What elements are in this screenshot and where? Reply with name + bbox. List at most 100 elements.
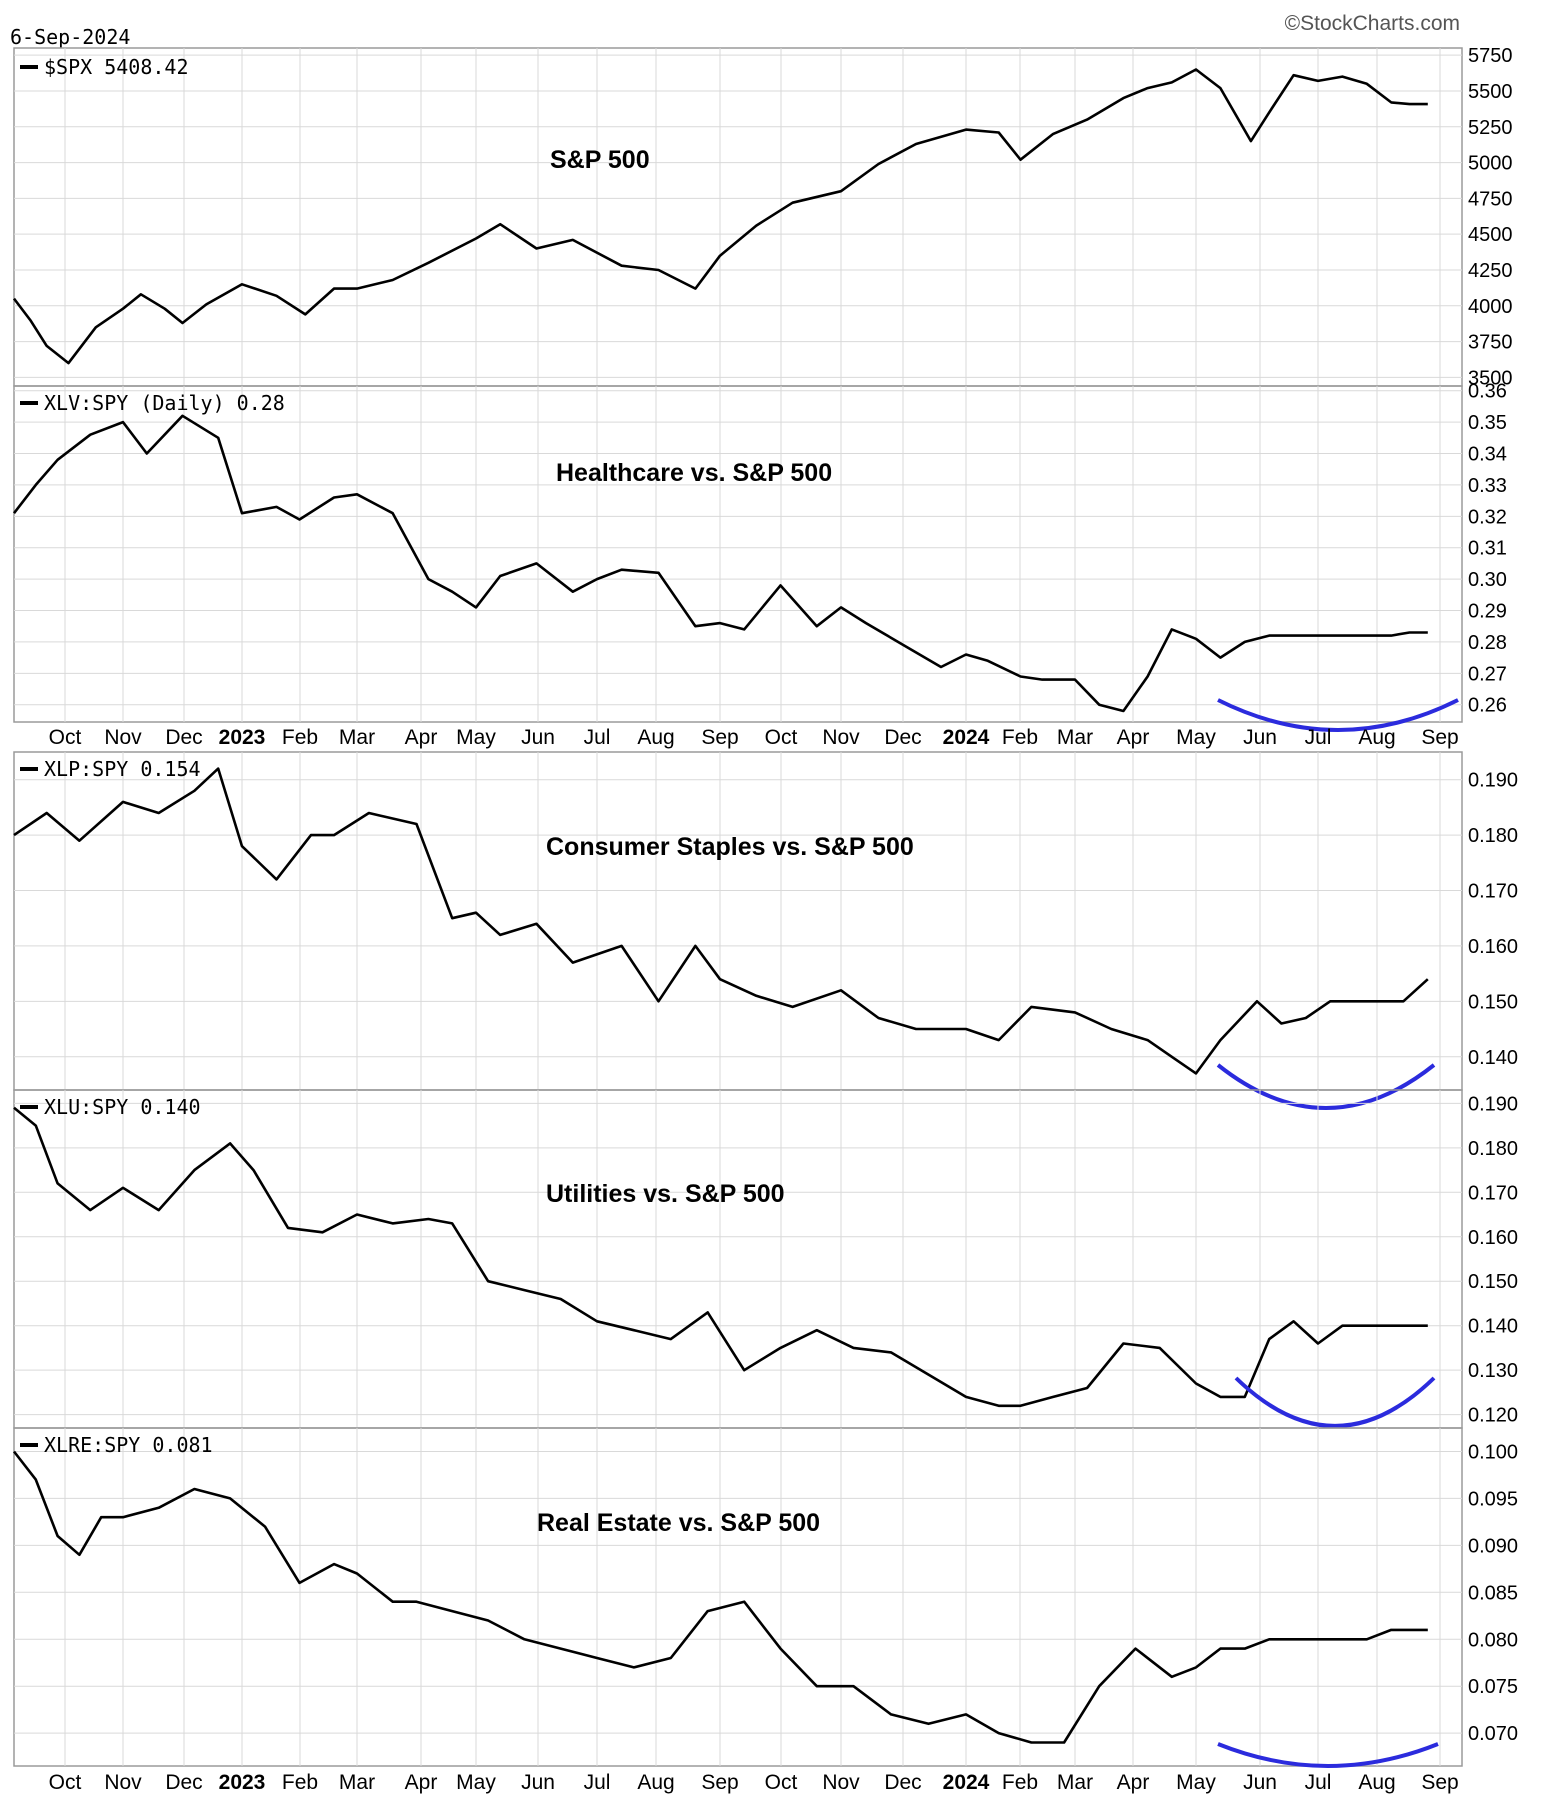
xtick-label: Apr [405, 1771, 438, 1794]
xtick-label: Sep [701, 1771, 738, 1794]
xtick-label: Nov [822, 726, 860, 749]
xtick-label: Apr [1117, 726, 1150, 749]
panel-xlp: 0.140 0.150 0.160 0.170 0.180 0.190 XLP:SPY 0.… [13, 751, 1518, 1110]
highlight-arc [1217, 1742, 1439, 1768]
xtick-label: Feb [1002, 1771, 1038, 1794]
xtick-label: Dec [884, 1771, 921, 1794]
legend-xlre: XLRE:SPY 0.081 [44, 1433, 213, 1457]
ytick-label: 0.160 [1468, 1227, 1518, 1249]
highlight-arc [1234, 1376, 1436, 1428]
ytick-label: 0.140 [1468, 1047, 1518, 1069]
panel-frame [13, 385, 1463, 723]
xtick-label: Jul [584, 726, 611, 749]
xtick-label: Feb [282, 726, 318, 749]
series-line-spx [12, 68, 1428, 365]
xtick-label: Jun [521, 1771, 555, 1794]
xtick-label: Jun [1243, 1771, 1277, 1794]
ytick-label: 0.34 [1468, 444, 1507, 466]
xtick-label: Mar [339, 726, 375, 749]
xtick-label: Aug [637, 726, 674, 749]
ytick-label: 4250 [1468, 260, 1513, 282]
xtick-label: Nov [104, 726, 142, 749]
ytick-label: 0.070 [1468, 1723, 1518, 1745]
xtick-label: Dec [165, 1771, 202, 1794]
ytick-label: 0.170 [1468, 1182, 1518, 1204]
legend-xlp: XLP:SPY 0.154 [44, 757, 201, 781]
ytick-label: 4500 [1468, 224, 1513, 246]
xtick-label: 2023 [219, 726, 266, 749]
ytick-label: 0.160 [1468, 936, 1518, 958]
ytick-label: 3750 [1468, 332, 1513, 354]
ytick-label: 0.075 [1468, 1676, 1518, 1698]
ytick-label: 5000 [1468, 153, 1513, 175]
xtick-label: Sep [701, 726, 738, 749]
ytick-label: 0.33 [1468, 475, 1507, 497]
ytick-label: 4000 [1468, 296, 1513, 318]
xtick-label: Sep [1421, 726, 1458, 749]
xtick-label: Mar [339, 1771, 375, 1794]
xtick-label: Dec [165, 726, 202, 749]
panel-frame [13, 1427, 1463, 1767]
ytick-label: 0.085 [1468, 1582, 1518, 1604]
ytick-label: 0.180 [1468, 825, 1518, 847]
ytick-label: 0.190 [1468, 770, 1518, 792]
legend-spx: $SPX 5408.42 [44, 55, 189, 79]
xtick-label: Apr [405, 726, 438, 749]
xtick-label: Oct [765, 1771, 798, 1794]
chart-date: 6-Sep-2024 [10, 25, 130, 49]
xtick-label: Nov [822, 1771, 860, 1794]
ytick-label: 0.26 [1468, 695, 1507, 717]
xtick-label: Feb [1002, 726, 1038, 749]
panel-frame [13, 1089, 1463, 1429]
annotation-xlre: Real Estate vs. S&P 500 [537, 1509, 820, 1537]
xtick-label: Aug [1358, 726, 1395, 749]
xtick-label: Jun [521, 726, 555, 749]
ytick-label: 5750 [1468, 45, 1513, 67]
xtick-label: May [456, 1771, 496, 1794]
highlight-arc [1217, 698, 1459, 732]
ytick-label: 0.32 [1468, 506, 1507, 528]
ytick-label: 0.28 [1468, 632, 1507, 654]
xtick-label: 2024 [943, 726, 990, 749]
xtick-label: Dec [884, 726, 921, 749]
xtick-label: Oct [49, 726, 82, 749]
ytick-label: 0.100 [1468, 1441, 1518, 1463]
ytick-label: 0.090 [1468, 1535, 1518, 1557]
panel-spx: 3500 3750 4000 4250 4500 4750 5000 5250 5500 5750… [12, 45, 1513, 389]
xtick-label: Oct [49, 1771, 82, 1794]
annotation-spx: S&P 500 [550, 146, 650, 174]
ytick-label: 0.35 [1468, 412, 1507, 434]
legend-swatch [20, 1443, 38, 1447]
ytick-label: 4750 [1468, 188, 1513, 210]
xtick-label: Mar [1057, 726, 1093, 749]
xtick-label: Jul [1305, 1771, 1332, 1794]
legend-xlv: XLV:SPY (Daily) 0.28 [44, 391, 285, 415]
xtick-label: 2024 [943, 1771, 990, 1794]
xtick-label: Aug [1358, 1771, 1395, 1794]
ytick-label: 0.140 [1468, 1316, 1518, 1338]
panel-xlu: 0.120 0.130 0.140 0.150 0.160 0.170 0.180 0.190… [13, 1089, 1518, 1429]
ytick-label: 0.36 [1468, 381, 1507, 403]
xtick-label: 2023 [219, 1771, 266, 1794]
ytick-label: 0.130 [1468, 1360, 1518, 1382]
ytick-label: 0.080 [1468, 1629, 1518, 1651]
highlight-arc [1216, 1063, 1436, 1110]
legend-swatch [20, 401, 38, 405]
xtick-label: Jun [1243, 726, 1277, 749]
xtick-label: Jul [1305, 726, 1332, 749]
xtick-label: Feb [282, 1771, 318, 1794]
panels: 3500 3750 4000 4250 4500 4750 5000 5250 5500 5750… [12, 45, 1518, 1794]
xtick-label: Sep [1421, 1771, 1458, 1794]
xtick-label: Jul [584, 1771, 611, 1794]
ytick-label: 0.30 [1468, 569, 1507, 591]
ytick-label: 0.170 [1468, 881, 1518, 903]
series-line-xlp [13, 767, 1429, 1075]
annotation-xlp: Consumer Staples vs. S&P 500 [546, 833, 914, 861]
ytick-label: 0.150 [1468, 991, 1518, 1013]
ytick-label: 0.180 [1468, 1138, 1518, 1160]
xtick-label: Apr [1117, 1771, 1150, 1794]
legend-swatch [20, 65, 38, 69]
ytick-label: 5500 [1468, 81, 1513, 103]
legend-swatch [20, 1105, 38, 1109]
